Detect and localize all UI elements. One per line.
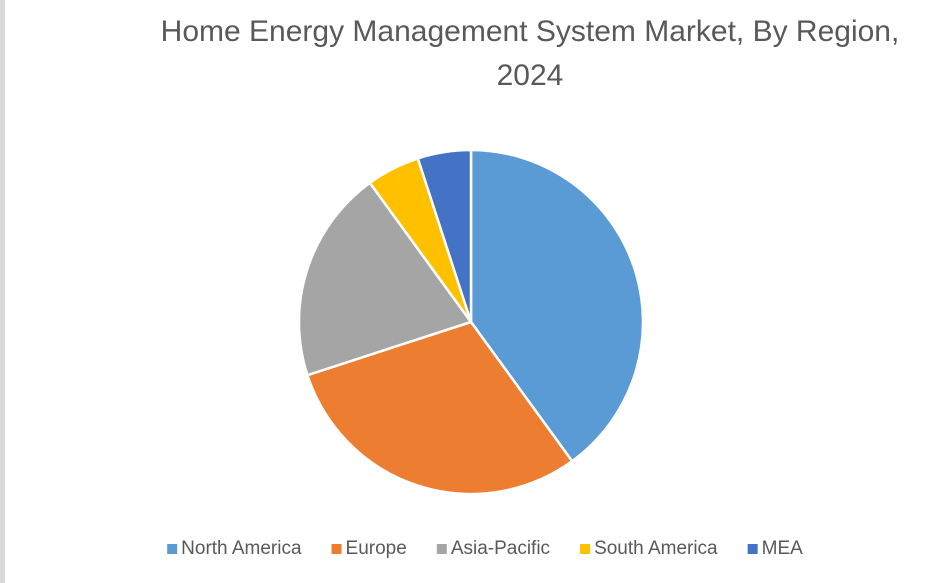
pie-slice [469,148,645,463]
legend-swatch [747,544,758,554]
legend-label: North America [181,538,302,559]
chart: North America Europe Asia-Pacific South Ame… [167,148,804,559]
legend-label: Asia-Pacific [451,538,550,559]
legend-label: South America [594,538,718,559]
legend-swatch [167,544,178,554]
pie-slice [416,148,473,323]
legend-swatch [331,544,342,554]
chart-title: Home Energy Management System Market, By… [160,15,900,92]
legend-swatch [436,544,447,554]
legend-label: Europe [346,538,407,559]
legend-label: MEA [762,538,804,559]
pie-slice [297,181,474,377]
legend-swatch [580,544,591,554]
pie-slice [305,320,574,496]
